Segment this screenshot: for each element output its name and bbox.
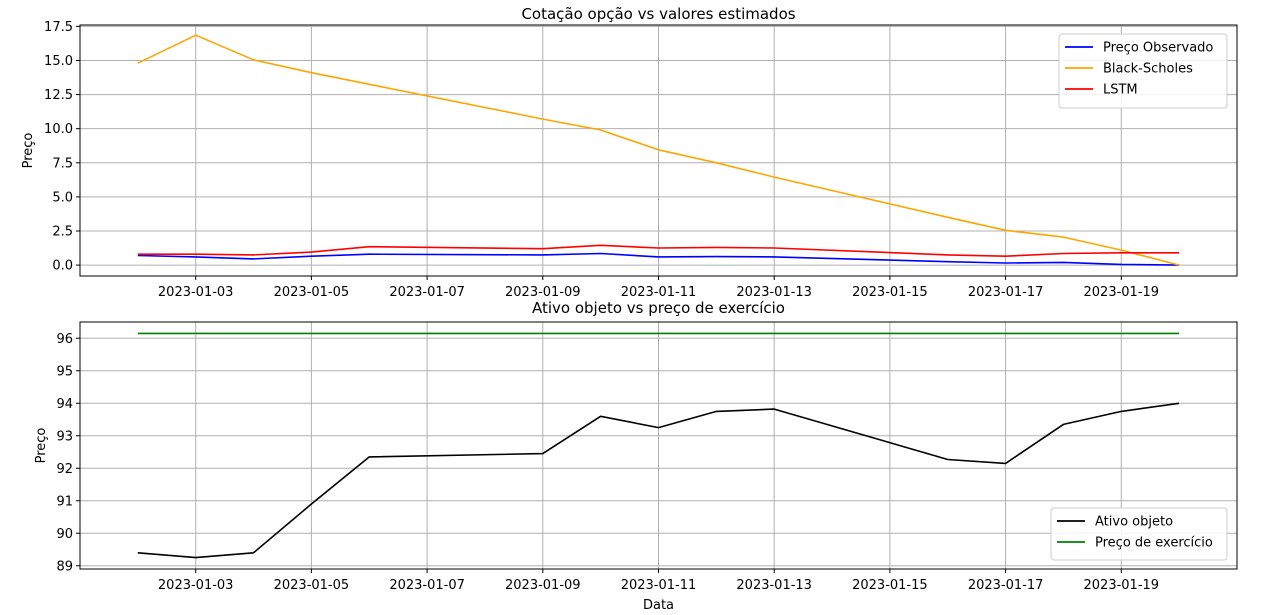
y-tick-label: 94: [56, 397, 73, 412]
x-tick-label: 2023-01-15: [852, 578, 928, 593]
x-tick-label: 2023-01-09: [505, 578, 581, 593]
x-tick-label: 2023-01-13: [736, 578, 812, 593]
underlying-vs-strike-chart: 2023-01-03 2023-01-05 2023-01-07 2023-01-09…: [34, 299, 1238, 613]
legend-label: Preço de exercício: [1095, 536, 1213, 551]
grid: [80, 25, 1237, 276]
chart-title: Ativo objeto vs preço de exercício: [532, 299, 785, 317]
y-tick-label: 10.0: [44, 122, 73, 137]
y-tick-label: 2.5: [52, 224, 73, 239]
grid: [80, 322, 1237, 569]
y-tick-label: 0.0: [52, 259, 73, 274]
y-tick-label: 7.5: [52, 156, 73, 171]
x-tick-label: 2023-01-19: [1084, 285, 1160, 300]
x-tick-label: 2023-01-17: [968, 285, 1044, 300]
y-axis-label: Preço: [34, 428, 49, 464]
y-tick-label: 15.0: [44, 54, 73, 69]
x-tick-label: 2023-01-13: [736, 285, 812, 300]
x-tick-label: 2023-01-11: [621, 578, 697, 593]
x-tick-label: 2023-01-03: [158, 578, 234, 593]
x-tick-label: 2023-01-07: [389, 578, 465, 593]
series-line-black-scholes: [137, 34, 1180, 266]
x-tick-label: 2023-01-03: [158, 285, 234, 300]
x-tick-label: 2023-01-09: [505, 285, 581, 300]
series-line-pre-o-observado: [137, 252, 1180, 266]
x-tick-label: 2023-01-15: [852, 285, 928, 300]
y-tick-label: 5.0: [52, 190, 73, 205]
plot-frame: [79, 321, 1238, 570]
y-tick-label: 90: [56, 527, 73, 542]
x-tick-label: 2023-01-05: [274, 578, 350, 593]
legend: Ativo objeto Preço de exercício: [1050, 507, 1228, 561]
legend-label: Ativo objeto: [1095, 515, 1173, 530]
plot-frame: [79, 24, 1238, 277]
series-line-ativo-objeto: [137, 402, 1180, 559]
y-tick-label: 95: [56, 364, 73, 379]
options-price-chart: 2023-01-03 2023-01-05 2023-01-07 2023-01-09…: [21, 5, 1238, 300]
legend-label: Preço Observado: [1103, 41, 1213, 56]
chart-title: Cotação opção vs valores estimados: [521, 5, 795, 23]
y-axis-label: Preço: [21, 133, 36, 169]
legend: Preço Observado Black-Scholes LSTM: [1058, 33, 1228, 109]
x-tick-label: 2023-01-05: [274, 285, 350, 300]
y-tick-label: 91: [56, 494, 73, 509]
y-tick-label: 92: [56, 462, 73, 477]
x-tick-label: 2023-01-17: [968, 578, 1044, 593]
y-tick-label: 12.5: [44, 88, 73, 103]
legend-label: LSTM: [1103, 83, 1138, 98]
x-tick-label: 2023-01-11: [621, 285, 697, 300]
legend-label: Black-Scholes: [1103, 62, 1193, 77]
legend-box: [1050, 507, 1228, 561]
x-tick-label: 2023-01-19: [1084, 578, 1160, 593]
y-tick-label: 17.5: [44, 20, 73, 35]
y-tick-label: 96: [56, 332, 73, 347]
series-line-lstm: [137, 244, 1180, 258]
y-tick-label: 93: [56, 429, 73, 444]
x-axis-label: Data: [643, 598, 674, 613]
x-tick-label: 2023-01-07: [389, 285, 465, 300]
y-tick-label: 89: [56, 559, 73, 574]
legend-box: [1058, 33, 1228, 109]
